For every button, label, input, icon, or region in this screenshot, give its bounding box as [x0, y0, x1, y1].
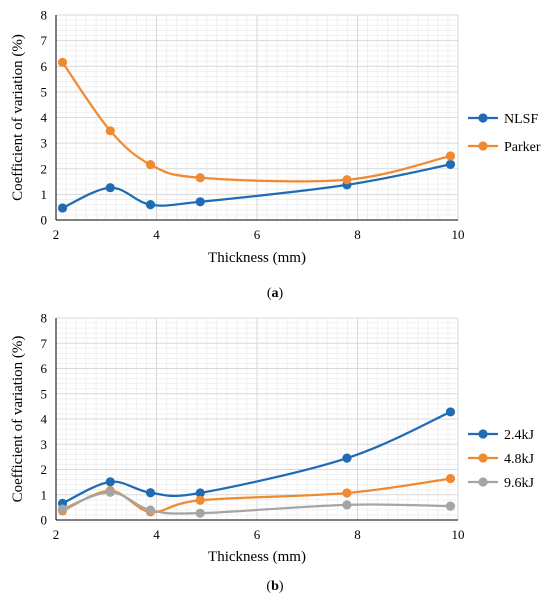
caption-close: )	[279, 579, 284, 594]
x-tick-label: 6	[254, 227, 261, 242]
x-tick-label: 2	[53, 227, 60, 242]
data-point	[195, 197, 205, 207]
y-tick-label: 5	[41, 386, 48, 401]
gridlines	[55, 317, 459, 521]
data-point	[105, 487, 115, 497]
legend-swatch-marker	[478, 453, 488, 463]
data-point	[145, 200, 156, 210]
legend-label: 4.8kJ	[504, 452, 535, 467]
data-point	[445, 473, 456, 484]
panel-caption: (a)	[267, 286, 284, 301]
x-tick-label: 4	[153, 527, 160, 542]
legend: 2.4kJ 4.8kJ 9.6kJ	[468, 428, 535, 491]
legend-swatch-marker	[478, 429, 488, 439]
x-tick-label: 2	[53, 527, 60, 542]
y-tick-label: 0	[41, 213, 48, 228]
data-point	[445, 407, 456, 417]
data-point	[105, 477, 115, 487]
legend-label: 2.4kJ	[504, 428, 535, 443]
data-point	[145, 488, 156, 498]
x-tick-label: 4	[153, 227, 160, 242]
y-tick-label: 6	[41, 361, 48, 376]
series-Parker	[57, 57, 456, 185]
legend-item: Parker	[468, 140, 541, 155]
y-tick-label: 1	[41, 487, 48, 502]
data-point	[445, 151, 456, 161]
legend-swatch-marker	[478, 141, 488, 151]
data-point	[342, 500, 352, 510]
caption-open: (	[267, 286, 272, 301]
y-tick-label: 8	[41, 311, 48, 326]
x-tick-label: 8	[354, 227, 361, 242]
y-tick-label: 1	[41, 187, 48, 202]
legend-item: NLSF	[468, 112, 538, 127]
x-tick-label: 8	[354, 527, 361, 542]
y-axis-title: Coefficient of variation (%)	[10, 336, 26, 503]
legend-item: 9.6kJ	[468, 476, 535, 491]
y-tick-label: 4	[41, 412, 48, 427]
data-point	[57, 504, 68, 514]
data-point	[342, 488, 352, 498]
x-axis-title: Thickness (mm)	[208, 549, 306, 565]
y-tick-label: 7	[41, 33, 48, 48]
y-tick-label: 0	[41, 513, 48, 528]
data-point	[342, 453, 352, 463]
legend-swatch-marker	[478, 113, 488, 123]
chart-panel-b: 2 4 6 8 10 0 1 2 3 4 5 6 7 8 Thickness (mm) Coefficient…	[10, 311, 535, 595]
y-tick-label: 6	[41, 59, 48, 74]
caption-close: )	[279, 286, 284, 301]
x-tick-label: 10	[452, 527, 465, 542]
y-tick-label: 2	[41, 462, 48, 477]
y-tick-label: 8	[41, 8, 48, 23]
panel-caption: (b)	[266, 579, 283, 594]
data-point	[195, 495, 205, 505]
series-2.4kJ	[57, 407, 456, 508]
data-point	[445, 159, 456, 169]
data-point	[145, 160, 156, 170]
y-tick-label: 7	[41, 336, 48, 351]
legend-label: Parker	[504, 140, 541, 155]
data-point	[195, 488, 205, 498]
legend-item: 2.4kJ	[468, 428, 535, 443]
x-axis-title: Thickness (mm)	[208, 250, 306, 266]
y-axis-title: Coefficient of variation (%)	[10, 34, 26, 201]
legend-label: NLSF	[504, 112, 538, 127]
data-point	[105, 126, 115, 136]
legend-label: 9.6kJ	[504, 476, 535, 491]
chart-panel-a: 2 4 6 8 10 0 1 2 3 4 5 6 7 8 Thickness (mm) Coefficient…	[10, 8, 541, 302]
y-tick-label: 3	[41, 136, 48, 151]
caption-letter: a	[272, 286, 279, 301]
gridlines	[55, 14, 459, 221]
legend: NLSF Parker	[468, 112, 541, 155]
x-tick-label: 6	[254, 527, 261, 542]
legend-item: 4.8kJ	[468, 452, 535, 467]
data-point	[445, 501, 456, 511]
y-tick-label: 5	[41, 84, 48, 99]
y-tick-label: 4	[41, 110, 48, 125]
legend-swatch-marker	[478, 477, 488, 487]
y-tick-label: 3	[41, 437, 48, 452]
data-point	[57, 57, 68, 68]
series-line	[61, 61, 452, 183]
data-point	[195, 508, 205, 518]
data-point	[195, 173, 205, 183]
series-9.6kJ	[57, 487, 456, 518]
x-tick-label: 10	[452, 227, 465, 242]
data-point	[145, 505, 156, 515]
data-point	[57, 203, 68, 213]
data-point	[105, 183, 115, 193]
caption-open: (	[266, 579, 271, 594]
data-point	[342, 175, 352, 185]
y-tick-label: 2	[41, 161, 48, 176]
caption-letter: b	[271, 579, 279, 594]
